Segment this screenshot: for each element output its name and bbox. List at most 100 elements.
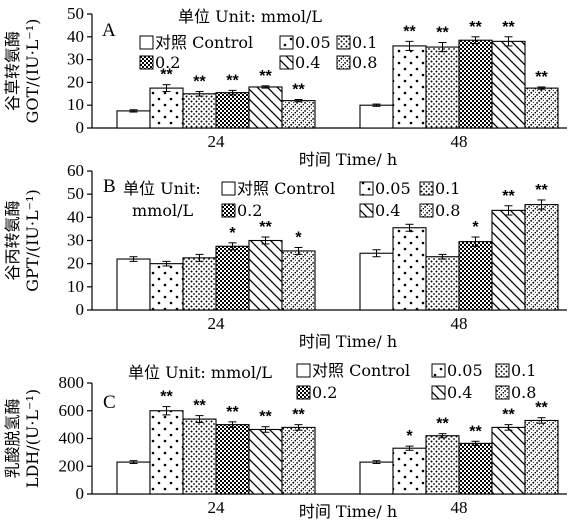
bar [215,245,250,311]
bar [182,257,217,311]
legend: 单位 Unit: mmol/L 对照 Control 0.05 0.1 0.2 0.4 0.8 [123,179,460,220]
panel-letter: C [103,392,116,413]
bar [215,92,250,129]
bar [359,104,394,129]
bar [116,110,151,129]
significance-marker: ** [259,409,272,426]
bar [524,87,559,129]
significance-marker: ** [403,23,416,40]
significance-marker: ** [502,19,515,36]
bar [149,263,184,311]
significance-marker: ** [193,74,206,91]
legend-swatch [139,55,154,70]
significance-marker: * [229,225,236,242]
panel-letter: B [103,176,116,197]
bar [149,410,184,495]
bar [248,86,283,129]
bar [425,256,460,311]
bar [281,426,316,495]
y-axis-title-en: LDH/(U·L⁻¹) [23,389,42,488]
bar [248,239,283,311]
legend-label: 对照 Control [155,33,253,52]
chart-panel-a: 0 10 20 30 40 50 谷草转氨酶 GOT/(IU·L⁻¹) A ** ** ** ** ** 2… [3,4,567,169]
legend-swatch [419,181,434,196]
legend-title: 单位 Unit: [123,179,201,198]
y-tick-label: 40 [67,27,84,46]
bar [359,461,394,495]
bar [524,204,559,311]
y-tick-label: 0 [76,118,85,137]
legend-label: 0.8 [435,201,460,220]
legend-swatch [221,203,236,218]
y-tick-label: 40 [67,207,84,226]
legend: 单位 Unit: mmol/L 对照 Control 0.05 0.1 0.2 0.4 0.… [128,361,536,402]
significance-marker: ** [259,219,272,236]
bar [182,418,217,495]
bar [392,447,427,495]
bar [491,426,526,495]
legend-label: 0.2 [155,53,180,72]
legend-label: 0.4 [375,201,400,220]
panel-letter: A [102,20,116,41]
y-tick-label: 20 [67,72,84,91]
x-category-label: 48 [451,498,468,517]
legend-swatch [221,181,236,196]
significance-marker: ** [502,188,515,205]
y-tick-label: 50 [67,184,84,203]
legend-label: 0.8 [511,383,536,402]
x-axis-title: 时间 Time/ h [299,502,397,521]
legend-swatch [296,385,311,400]
y-axis-title-cn: 乳酸脱氢酶 [3,398,22,478]
legend-title: 单位 Unit: mmol/L [178,7,322,26]
y-tick-label: 30 [67,50,84,69]
y-tick-label: 30 [67,231,84,250]
y-axis-title-en: GOT/(IU·L⁻¹) [23,19,42,124]
bar [458,39,493,129]
legend-label: 0.4 [295,53,320,72]
bar [182,93,217,129]
significance-marker: ** [436,416,449,433]
bar [458,442,493,495]
legend-label: 0.8 [352,53,377,72]
x-category-label: 24 [208,132,226,151]
x-category-label: 48 [451,314,468,333]
bar [116,461,151,495]
legend-label: 0.1 [435,179,460,198]
y-tick-label: 0 [76,300,85,319]
bar [524,419,559,495]
bar [491,40,526,129]
y-tick-label: 200 [59,456,85,475]
legend-label: 0.05 [447,361,483,380]
x-category-label: 24 [208,498,226,517]
legend-label: 对照 Control [237,179,335,198]
significance-marker: * [406,428,413,445]
significance-marker: ** [259,68,272,85]
significance-marker: ** [226,72,239,89]
bar [116,258,151,311]
bar [425,435,460,495]
significance-marker: ** [535,182,548,199]
significance-marker: ** [469,423,482,440]
legend-unit: mmol/L [132,201,193,220]
x-axis-title: 时间 Time/ h [299,150,397,169]
legend-swatch [279,55,294,70]
significance-marker: ** [292,407,305,424]
bar [149,87,184,129]
significance-marker: ** [436,25,449,42]
legend-swatch [296,363,311,378]
bar [425,46,460,129]
x-category-label: 24 [208,314,226,333]
legend-swatch [139,35,154,50]
significance-marker: ** [535,400,548,417]
legend-swatch [419,203,434,218]
legend-label: 0.4 [447,383,472,402]
legend: 单位 Unit: mmol/L 对照 Control 0.05 0.1 0.2 0.4 0.… [139,7,377,72]
legend-title: 单位 Unit: mmol/L [128,363,272,382]
legend-label: 0.05 [375,179,411,198]
x-category-label: 48 [451,132,468,151]
legend-swatch [431,385,446,400]
legend-swatch [495,363,510,378]
bar [458,241,493,311]
